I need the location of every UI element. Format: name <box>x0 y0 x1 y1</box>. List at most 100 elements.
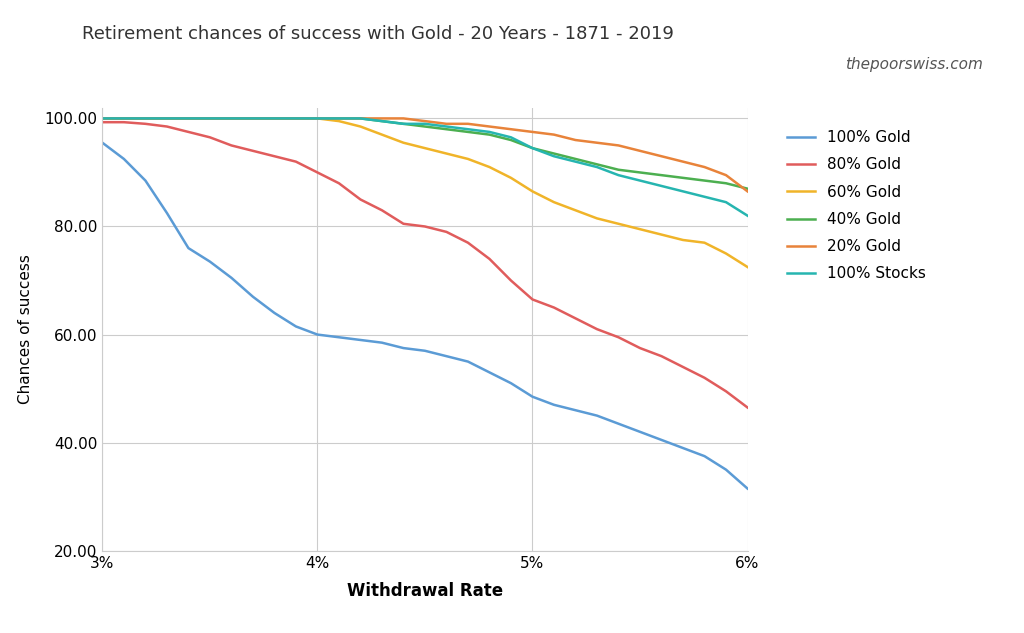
40% Gold <box>741 185 754 192</box>
100% Stocks <box>612 172 625 179</box>
100% Gold <box>569 406 582 414</box>
60% Gold <box>290 115 302 122</box>
20% Gold <box>526 128 539 135</box>
100% Gold <box>634 428 646 436</box>
100% Gold <box>655 436 668 444</box>
100% Gold <box>591 412 603 420</box>
20% Gold <box>354 115 367 122</box>
100% Stocks <box>483 128 496 135</box>
40% Gold <box>483 131 496 139</box>
40% Gold <box>591 161 603 168</box>
100% Stocks <box>96 115 109 122</box>
80% Gold <box>612 334 625 341</box>
40% Gold <box>655 172 668 179</box>
100% Stocks <box>290 115 302 122</box>
80% Gold <box>741 404 754 411</box>
20% Gold <box>612 142 625 149</box>
20% Gold <box>569 136 582 144</box>
100% Stocks <box>591 163 603 171</box>
100% Gold <box>698 453 711 460</box>
100% Stocks <box>698 193 711 201</box>
80% Gold <box>419 223 431 230</box>
100% Gold <box>290 323 302 330</box>
40% Gold <box>225 115 238 122</box>
20% Gold <box>333 115 345 122</box>
40% Gold <box>698 177 711 184</box>
60% Gold <box>612 220 625 228</box>
60% Gold <box>526 187 539 195</box>
80% Gold <box>182 128 195 135</box>
Line: 80% Gold: 80% Gold <box>102 122 748 408</box>
20% Gold <box>118 115 130 122</box>
100% Stocks <box>397 120 410 128</box>
Line: 100% Stocks: 100% Stocks <box>102 118 748 216</box>
Line: 40% Gold: 40% Gold <box>102 118 748 189</box>
100% Gold <box>333 334 345 341</box>
20% Gold <box>376 115 388 122</box>
100% Stocks <box>247 115 259 122</box>
20% Gold <box>634 147 646 154</box>
80% Gold <box>397 220 410 228</box>
X-axis label: Withdrawal Rate: Withdrawal Rate <box>347 582 503 599</box>
40% Gold <box>612 166 625 173</box>
100% Stocks <box>720 198 732 206</box>
100% Gold <box>720 466 732 473</box>
60% Gold <box>720 249 732 257</box>
60% Gold <box>655 231 668 239</box>
40% Gold <box>247 115 259 122</box>
80% Gold <box>139 120 152 128</box>
100% Gold <box>182 244 195 252</box>
100% Gold <box>96 139 109 146</box>
20% Gold <box>311 115 324 122</box>
20% Gold <box>591 139 603 146</box>
100% Gold <box>139 177 152 184</box>
20% Gold <box>440 120 453 128</box>
80% Gold <box>483 255 496 263</box>
Line: 100% Gold: 100% Gold <box>102 142 748 489</box>
20% Gold <box>290 115 302 122</box>
20% Gold <box>677 158 689 165</box>
100% Stocks <box>440 123 453 130</box>
Line: 60% Gold: 60% Gold <box>102 118 748 267</box>
80% Gold <box>440 228 453 235</box>
40% Gold <box>505 136 517 144</box>
60% Gold <box>483 163 496 171</box>
60% Gold <box>225 115 238 122</box>
100% Stocks <box>548 153 560 160</box>
100% Stocks <box>161 115 173 122</box>
100% Stocks <box>118 115 130 122</box>
100% Stocks <box>204 115 216 122</box>
100% Gold <box>397 344 410 352</box>
40% Gold <box>161 115 173 122</box>
20% Gold <box>548 131 560 139</box>
100% Stocks <box>677 187 689 195</box>
20% Gold <box>139 115 152 122</box>
20% Gold <box>161 115 173 122</box>
40% Gold <box>526 144 539 152</box>
100% Stocks <box>376 117 388 125</box>
80% Gold <box>118 118 130 126</box>
100% Stocks <box>182 115 195 122</box>
80% Gold <box>548 304 560 311</box>
100% Gold <box>440 353 453 360</box>
20% Gold <box>96 115 109 122</box>
20% Gold <box>225 115 238 122</box>
100% Stocks <box>419 120 431 128</box>
40% Gold <box>376 117 388 125</box>
60% Gold <box>376 131 388 139</box>
80% Gold <box>376 206 388 214</box>
100% Gold <box>118 155 130 163</box>
40% Gold <box>204 115 216 122</box>
80% Gold <box>591 325 603 333</box>
60% Gold <box>569 206 582 214</box>
100% Gold <box>204 258 216 265</box>
60% Gold <box>182 115 195 122</box>
100% Gold <box>161 209 173 216</box>
100% Stocks <box>225 115 238 122</box>
100% Gold <box>311 331 324 339</box>
60% Gold <box>247 115 259 122</box>
80% Gold <box>96 118 109 126</box>
20% Gold <box>483 123 496 130</box>
100% Gold <box>225 274 238 282</box>
100% Gold <box>462 358 474 365</box>
